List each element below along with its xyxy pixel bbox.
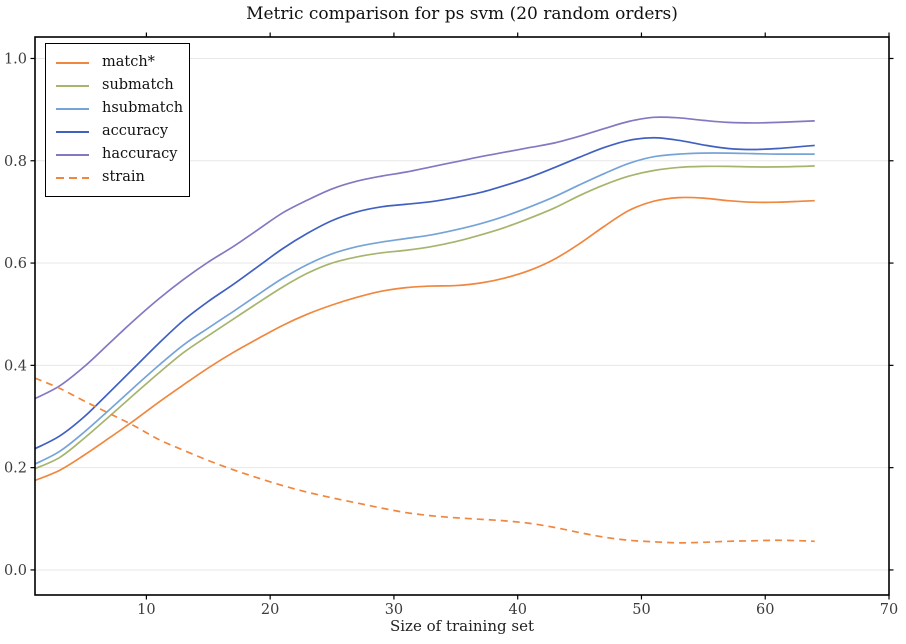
legend-label: hsubmatch (102, 100, 184, 117)
legend-line-sample (56, 61, 89, 64)
legend-label: haccuracy (102, 146, 178, 163)
y-tick-label: 1.0 (4, 51, 27, 67)
x-tick-label: 70 (880, 602, 898, 618)
y-tick-label: 0.6 (4, 256, 27, 272)
series-line-accuracy (34, 136, 815, 450)
legend-line-sample (56, 130, 89, 133)
legend-item-haccuracy: haccuracy (56, 143, 179, 166)
legend-line-sample (56, 107, 89, 110)
y-tick-label: 0.8 (4, 154, 27, 170)
series-line-strain (34, 377, 815, 544)
x-tick-label: 30 (385, 602, 403, 618)
legend-line-sample (56, 84, 89, 87)
legend-label: submatch (102, 77, 174, 94)
legend-item-match: match* (56, 51, 179, 74)
legend-line-sample (56, 176, 89, 179)
chart-title: Metric comparison for ps svm (20 random … (246, 4, 678, 24)
series-line-submatch (34, 165, 815, 470)
axes-frame (34, 36, 890, 596)
x-tick-label: 20 (261, 602, 279, 618)
legend-item-accuracy: accuracy (56, 120, 179, 143)
legend-line-sample (56, 153, 89, 156)
series-line-haccuracy (34, 116, 815, 400)
legend-item-submatch: submatch (56, 74, 179, 97)
series-line-match (34, 196, 815, 482)
legend-label: strain (102, 169, 145, 186)
x-tick-label: 40 (508, 602, 526, 618)
y-tick-label: 0.4 (4, 358, 27, 374)
legend-item-strain: strain (56, 166, 179, 189)
x-tick-label: 50 (632, 602, 650, 618)
x-tick-label: 10 (137, 602, 155, 618)
y-tick-label: 0.2 (4, 461, 27, 477)
legend-label: accuracy (102, 123, 169, 140)
series-line-hsubmatch (34, 152, 815, 465)
x-axis-label: Size of training set (389, 617, 534, 635)
x-tick-label: 60 (756, 602, 774, 618)
legend-label: match* (102, 54, 155, 71)
legend: match* submatch hsubmatch accuracy haccuracy… (45, 43, 190, 197)
y-tick-label: 0.0 (4, 563, 27, 579)
legend-item-hsubmatch: hsubmatch (56, 97, 183, 120)
